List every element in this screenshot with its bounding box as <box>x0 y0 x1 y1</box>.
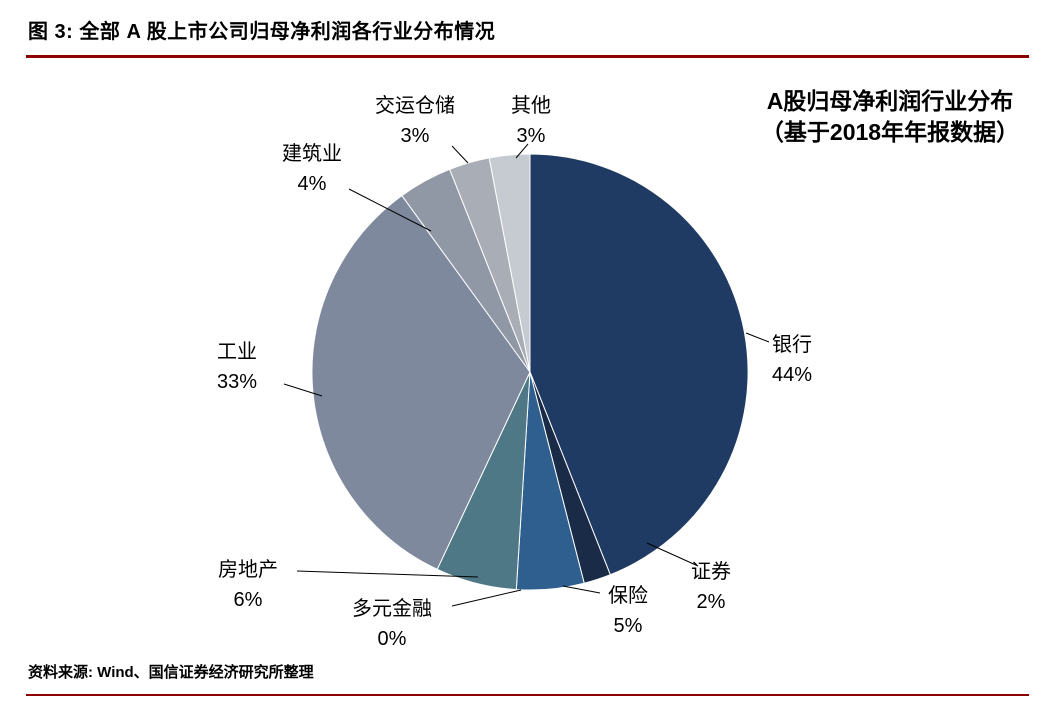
leader-line-6 <box>348 188 432 232</box>
leader-line-1 <box>646 542 699 567</box>
chart-annotation-line2: （基于2018年年报数据） <box>760 119 1020 145</box>
pie-slice-8 <box>488 153 531 373</box>
slice-label-3: 多元金融 0% <box>352 597 432 650</box>
top-divider <box>26 55 1029 58</box>
leader-line-3 <box>451 589 522 607</box>
leader-line-8 <box>515 143 529 159</box>
leader-line-0 <box>745 332 770 343</box>
chart-annotation: A股归母净利润行业分布 （基于2018年年报数据） <box>738 86 1042 148</box>
pie-slice-5 <box>311 194 531 570</box>
slice-label-5: 工业 33% <box>217 340 257 393</box>
leader-line-4 <box>296 570 479 578</box>
leader-line-5 <box>283 383 323 397</box>
slice-label-4: 房地产 6% <box>218 558 278 611</box>
pie-slice-0 <box>529 153 749 576</box>
bottom-divider <box>26 694 1029 696</box>
slice-label-8: 其他 3% <box>511 94 551 147</box>
slice-label-6: 建筑业 4% <box>282 142 342 195</box>
slice-label-7: 交运仓储 3% <box>375 94 455 147</box>
pie-group: 银行 44% 证券 2% 保险 5% 多元金融 0% 房地产 6% 工业 33% 建筑业 4% 交运仓储 3%… <box>217 94 812 650</box>
slice-label-1: 证券 2% <box>691 560 731 613</box>
slice-label-0: 银行 44% <box>772 333 812 386</box>
figure-title: 图 3: 全部 A 股上市公司归母净利润各行业分布情况 <box>28 21 496 43</box>
leader-line-7 <box>451 145 469 164</box>
chart-annotation-line1: A股归母净利润行业分布 <box>766 88 1014 114</box>
source-note: 资料来源: Wind、国信证券经济研究所整理 <box>28 664 314 681</box>
leader-line-2 <box>562 585 601 594</box>
slice-label-2: 保险 5% <box>608 584 648 637</box>
